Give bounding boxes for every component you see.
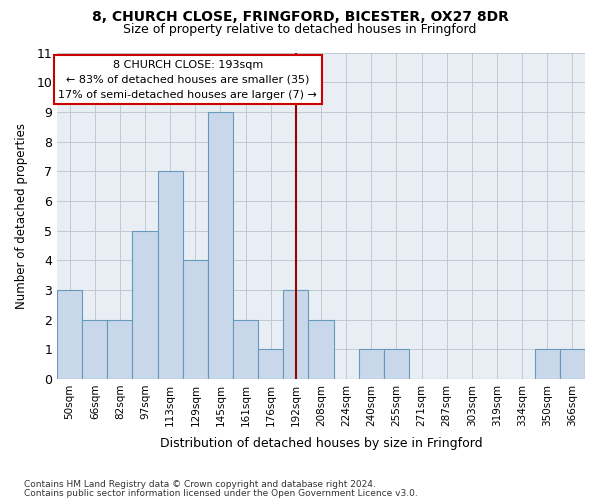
Bar — [535, 349, 560, 379]
Bar — [183, 260, 208, 379]
Bar — [283, 290, 308, 379]
Text: 8, CHURCH CLOSE, FRINGFORD, BICESTER, OX27 8DR: 8, CHURCH CLOSE, FRINGFORD, BICESTER, OX… — [92, 10, 508, 24]
Bar — [57, 290, 82, 379]
Text: 8 CHURCH CLOSE: 193sqm
← 83% of detached houses are smaller (35)
17% of semi-det: 8 CHURCH CLOSE: 193sqm ← 83% of detached… — [58, 60, 317, 100]
Bar — [233, 320, 258, 379]
Text: Contains public sector information licensed under the Open Government Licence v3: Contains public sector information licen… — [24, 488, 418, 498]
Y-axis label: Number of detached properties: Number of detached properties — [15, 122, 28, 308]
Bar — [359, 349, 384, 379]
Bar — [384, 349, 409, 379]
Bar — [158, 171, 183, 379]
Bar — [82, 320, 107, 379]
Bar — [107, 320, 133, 379]
Text: Size of property relative to detached houses in Fringford: Size of property relative to detached ho… — [124, 22, 476, 36]
Text: Contains HM Land Registry data © Crown copyright and database right 2024.: Contains HM Land Registry data © Crown c… — [24, 480, 376, 489]
Bar — [133, 230, 158, 379]
Bar — [208, 112, 233, 379]
X-axis label: Distribution of detached houses by size in Fringford: Distribution of detached houses by size … — [160, 437, 482, 450]
Bar — [560, 349, 585, 379]
Bar — [308, 320, 334, 379]
Bar — [258, 349, 283, 379]
